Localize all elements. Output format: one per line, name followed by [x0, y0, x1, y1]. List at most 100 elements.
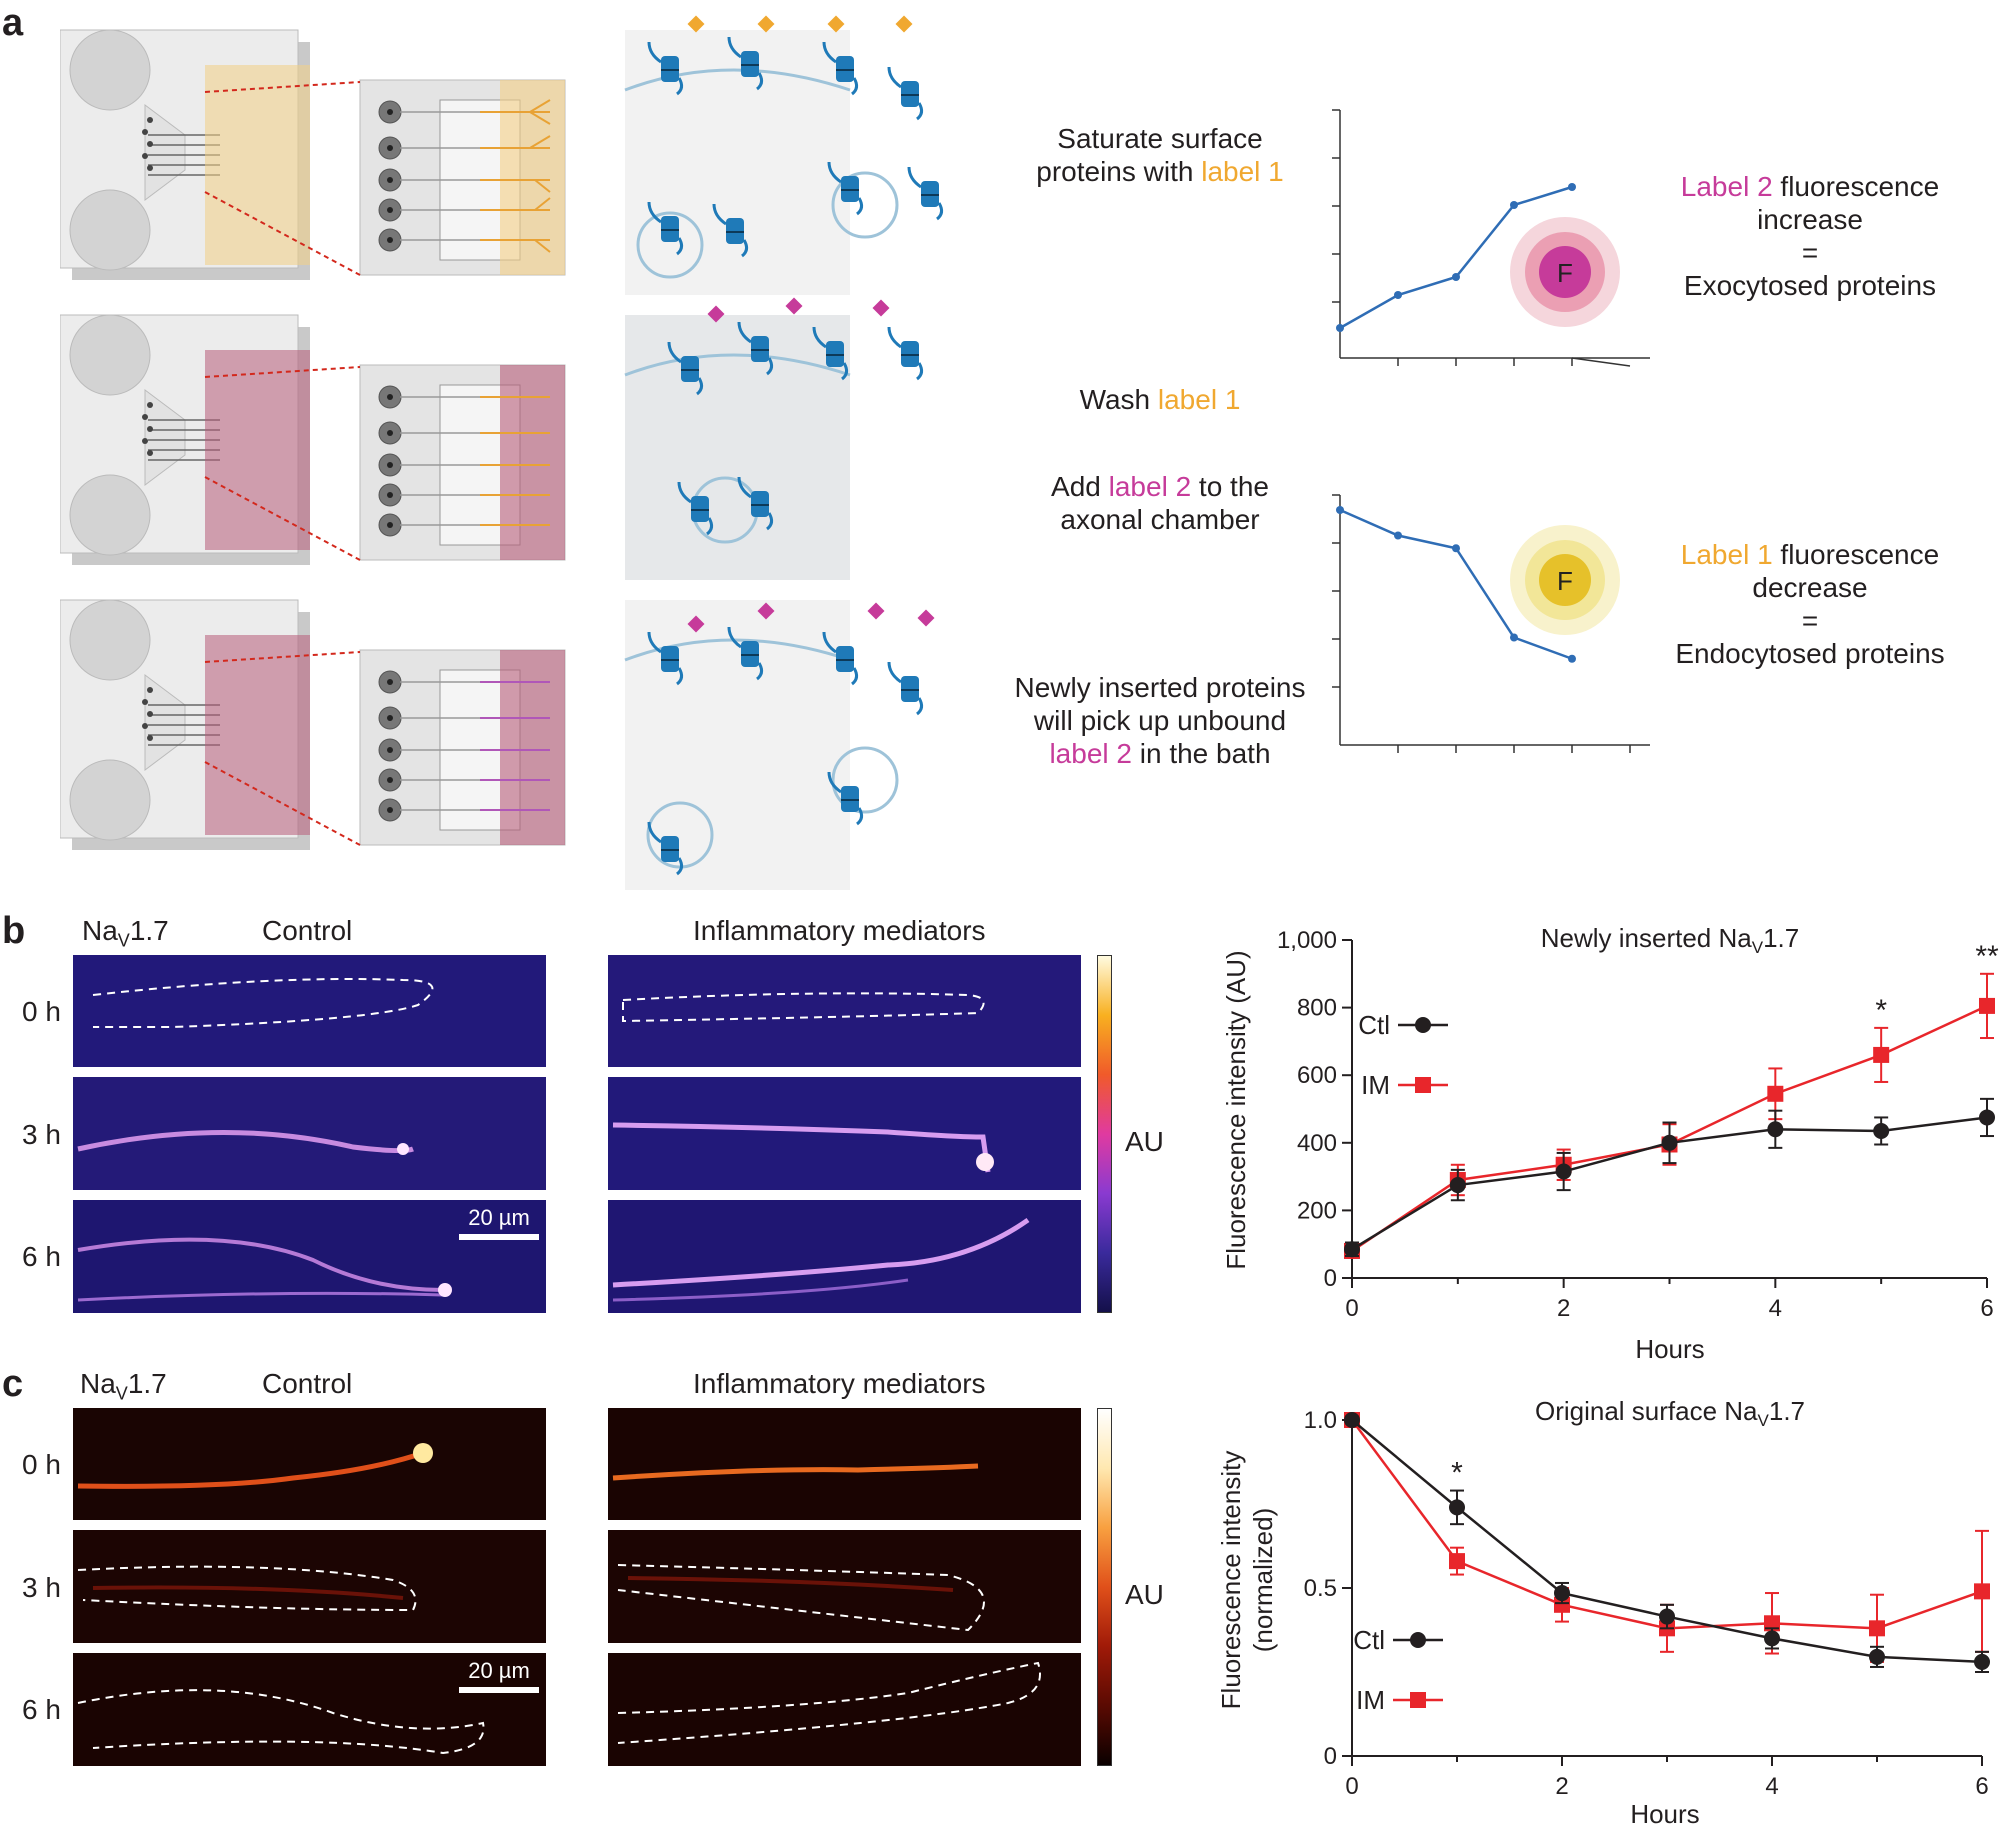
- schematic-increase-point: [1336, 324, 1344, 332]
- chart1-title: Newly inserted NaV1.7: [1541, 923, 1799, 957]
- c1-point-ctl: [1449, 1177, 1466, 1194]
- c-im-6h-image: [608, 1653, 1081, 1766]
- panel-c-row-6h: 6 h: [22, 1694, 61, 1725]
- c2-x-tick-label: 0: [1345, 1773, 1358, 1800]
- c1-point-im: [1767, 1085, 1784, 1102]
- b-control-3h-image: [73, 1077, 546, 1190]
- exocytosis-f-icon: F: [1510, 217, 1620, 327]
- c1-legend-ctl: Ctl: [1358, 1010, 1390, 1040]
- panel-a-schematic-graphs: F F: [1332, 109, 1650, 753]
- endocytosis-f-icon: F: [1510, 525, 1620, 635]
- b-im-0h-image: [608, 955, 1081, 1067]
- c1-legend-marker: [1415, 1077, 1431, 1093]
- c-im-0h-image: [608, 1408, 1081, 1520]
- c-control-3h-image: [73, 1530, 546, 1643]
- c2-x-tick-label: 4: [1765, 1773, 1778, 1800]
- svg-text:20 µm: 20 µm: [468, 1658, 530, 1683]
- c2-point-ctl: [1344, 1412, 1360, 1428]
- panel-c-letter: c: [2, 1363, 24, 1405]
- c2-legend-im: IM: [1356, 1685, 1385, 1715]
- step2-text: Wash label 1: [1079, 384, 1241, 415]
- schematic-decrease-point: [1394, 531, 1402, 540]
- c2-point-ctl: [1659, 1608, 1675, 1625]
- endocytosis-text: Label 1 fluorescence decrease = Endocyto…: [1675, 539, 1945, 669]
- schematic1-x-tick: [1571, 357, 1631, 367]
- c2-point-ctl: [1449, 1499, 1465, 1516]
- chart2-xlabel: Hours: [1630, 1799, 1699, 1829]
- chart2-ylabel-line2: (normalized): [1248, 1508, 1278, 1653]
- c-colorbar-label: AU: [1125, 1579, 1164, 1610]
- c1-point-ctl: [1661, 1134, 1678, 1151]
- chart1-ylabel: Fluorescence intensity (AU): [1221, 950, 1251, 1269]
- c2-point-im: [1554, 1596, 1570, 1613]
- c2-x-tick-label: 6: [1975, 1773, 1988, 1800]
- svg-text:F: F: [1557, 258, 1573, 288]
- schematic-decrease-point: [1336, 506, 1344, 514]
- c2-point-ctl: [1974, 1653, 1990, 1670]
- panel-b-letter: b: [2, 910, 26, 952]
- c-control-0h-image: [73, 1408, 546, 1520]
- chart2-ylabel-line1: Fluorescence intensity: [1216, 1451, 1246, 1710]
- c-im-3h-image: [608, 1530, 1081, 1643]
- schematic-decrease-point: [1452, 544, 1460, 553]
- schematic-increase-point: [1394, 291, 1402, 299]
- c2-y-tick-label: 0.5: [1304, 1575, 1337, 1602]
- c2-line-im: [1350, 1419, 1983, 1630]
- panel-b-row-0h: 0 h: [22, 996, 61, 1027]
- c1-point-ctl: [1344, 1241, 1360, 1258]
- panel-c-row-0h: 0 h: [22, 1449, 61, 1480]
- c2-legend-marker: [1410, 1632, 1426, 1648]
- c1-point-ctl: [1555, 1163, 1572, 1180]
- c1-y-tick-label: 0: [1324, 1265, 1337, 1292]
- c1-y-tick-label: 600: [1297, 1062, 1337, 1089]
- c1-point-ctl: [1767, 1121, 1784, 1138]
- schematic-decrease-point: [1568, 654, 1576, 663]
- c1-y-tick-label: 1,000: [1277, 927, 1337, 954]
- c2-point-im: [1449, 1553, 1465, 1570]
- c2-legend-marker: [1410, 1692, 1426, 1708]
- c2-legend-ctl: Ctl: [1353, 1625, 1385, 1655]
- svg-text:20 µm: 20 µm: [468, 1205, 530, 1230]
- c1-point-im: [1873, 1046, 1890, 1063]
- c1-y-tick-label: 400: [1297, 1130, 1337, 1157]
- c1-x-tick-label: 2: [1557, 1295, 1570, 1322]
- b-control-6h-image: 20 µm: [73, 1200, 546, 1313]
- c1-legend-marker: [1415, 1017, 1431, 1033]
- b-im-6h-image: [608, 1200, 1081, 1313]
- c2-point-im: [1869, 1620, 1885, 1637]
- panel-a-letter: a: [2, 2, 24, 44]
- panel-b-nav-label: NaV1.7: [82, 915, 169, 951]
- panel-c-im-label: Inflammatory mediators: [693, 1368, 986, 1399]
- c2-significance: *: [1451, 1457, 1463, 1490]
- c2-y-tick-label: 1.0: [1304, 1407, 1337, 1434]
- chart-newly-inserted: Newly inserted NaV1.7 Fluorescence inten…: [1221, 923, 1999, 1364]
- c1-point-ctl: [1873, 1122, 1890, 1139]
- c2-x-tick-label: 2: [1555, 1773, 1568, 1800]
- schematic-increase-point: [1568, 183, 1576, 191]
- c2-point-im: [1974, 1583, 1990, 1600]
- c2-point-ctl: [1869, 1648, 1885, 1665]
- schematic-increase-point: [1452, 273, 1460, 281]
- chart2-title: Original surface NaV1.7: [1535, 1396, 1805, 1430]
- c1-significance: **: [1975, 940, 1999, 973]
- step1-text: Saturate surface proteins with label 1: [1036, 123, 1284, 187]
- b-colorbar-label: AU: [1125, 1126, 1164, 1157]
- chart-original-surface: Original surface NaV1.7 Fluorescence int…: [1216, 1396, 1990, 1829]
- c2-y-tick-label: 0: [1324, 1743, 1337, 1770]
- c2-point-ctl: [1764, 1630, 1780, 1647]
- chart1-xlabel: Hours: [1635, 1334, 1704, 1364]
- c1-x-tick-label: 0: [1345, 1295, 1358, 1322]
- c1-legend-im: IM: [1361, 1070, 1390, 1100]
- step4-text: Newly inserted proteins will pick up unb…: [1014, 672, 1306, 769]
- svg-text:F: F: [1557, 566, 1573, 596]
- panel-c-nav-label: NaV1.7: [80, 1368, 167, 1404]
- c1-significance: *: [1875, 994, 1887, 1027]
- b-colorbar: [1097, 955, 1112, 1313]
- schematic-decrease-point: [1510, 633, 1518, 642]
- panel-c-row-3h: 3 h: [22, 1572, 61, 1603]
- b-im-3h-image: [608, 1077, 1081, 1190]
- c-control-6h-image: 20 µm: [73, 1653, 546, 1766]
- c1-x-tick-label: 6: [1980, 1295, 1993, 1322]
- c1-point-im: [1979, 997, 1995, 1014]
- c-colorbar: [1097, 1408, 1112, 1766]
